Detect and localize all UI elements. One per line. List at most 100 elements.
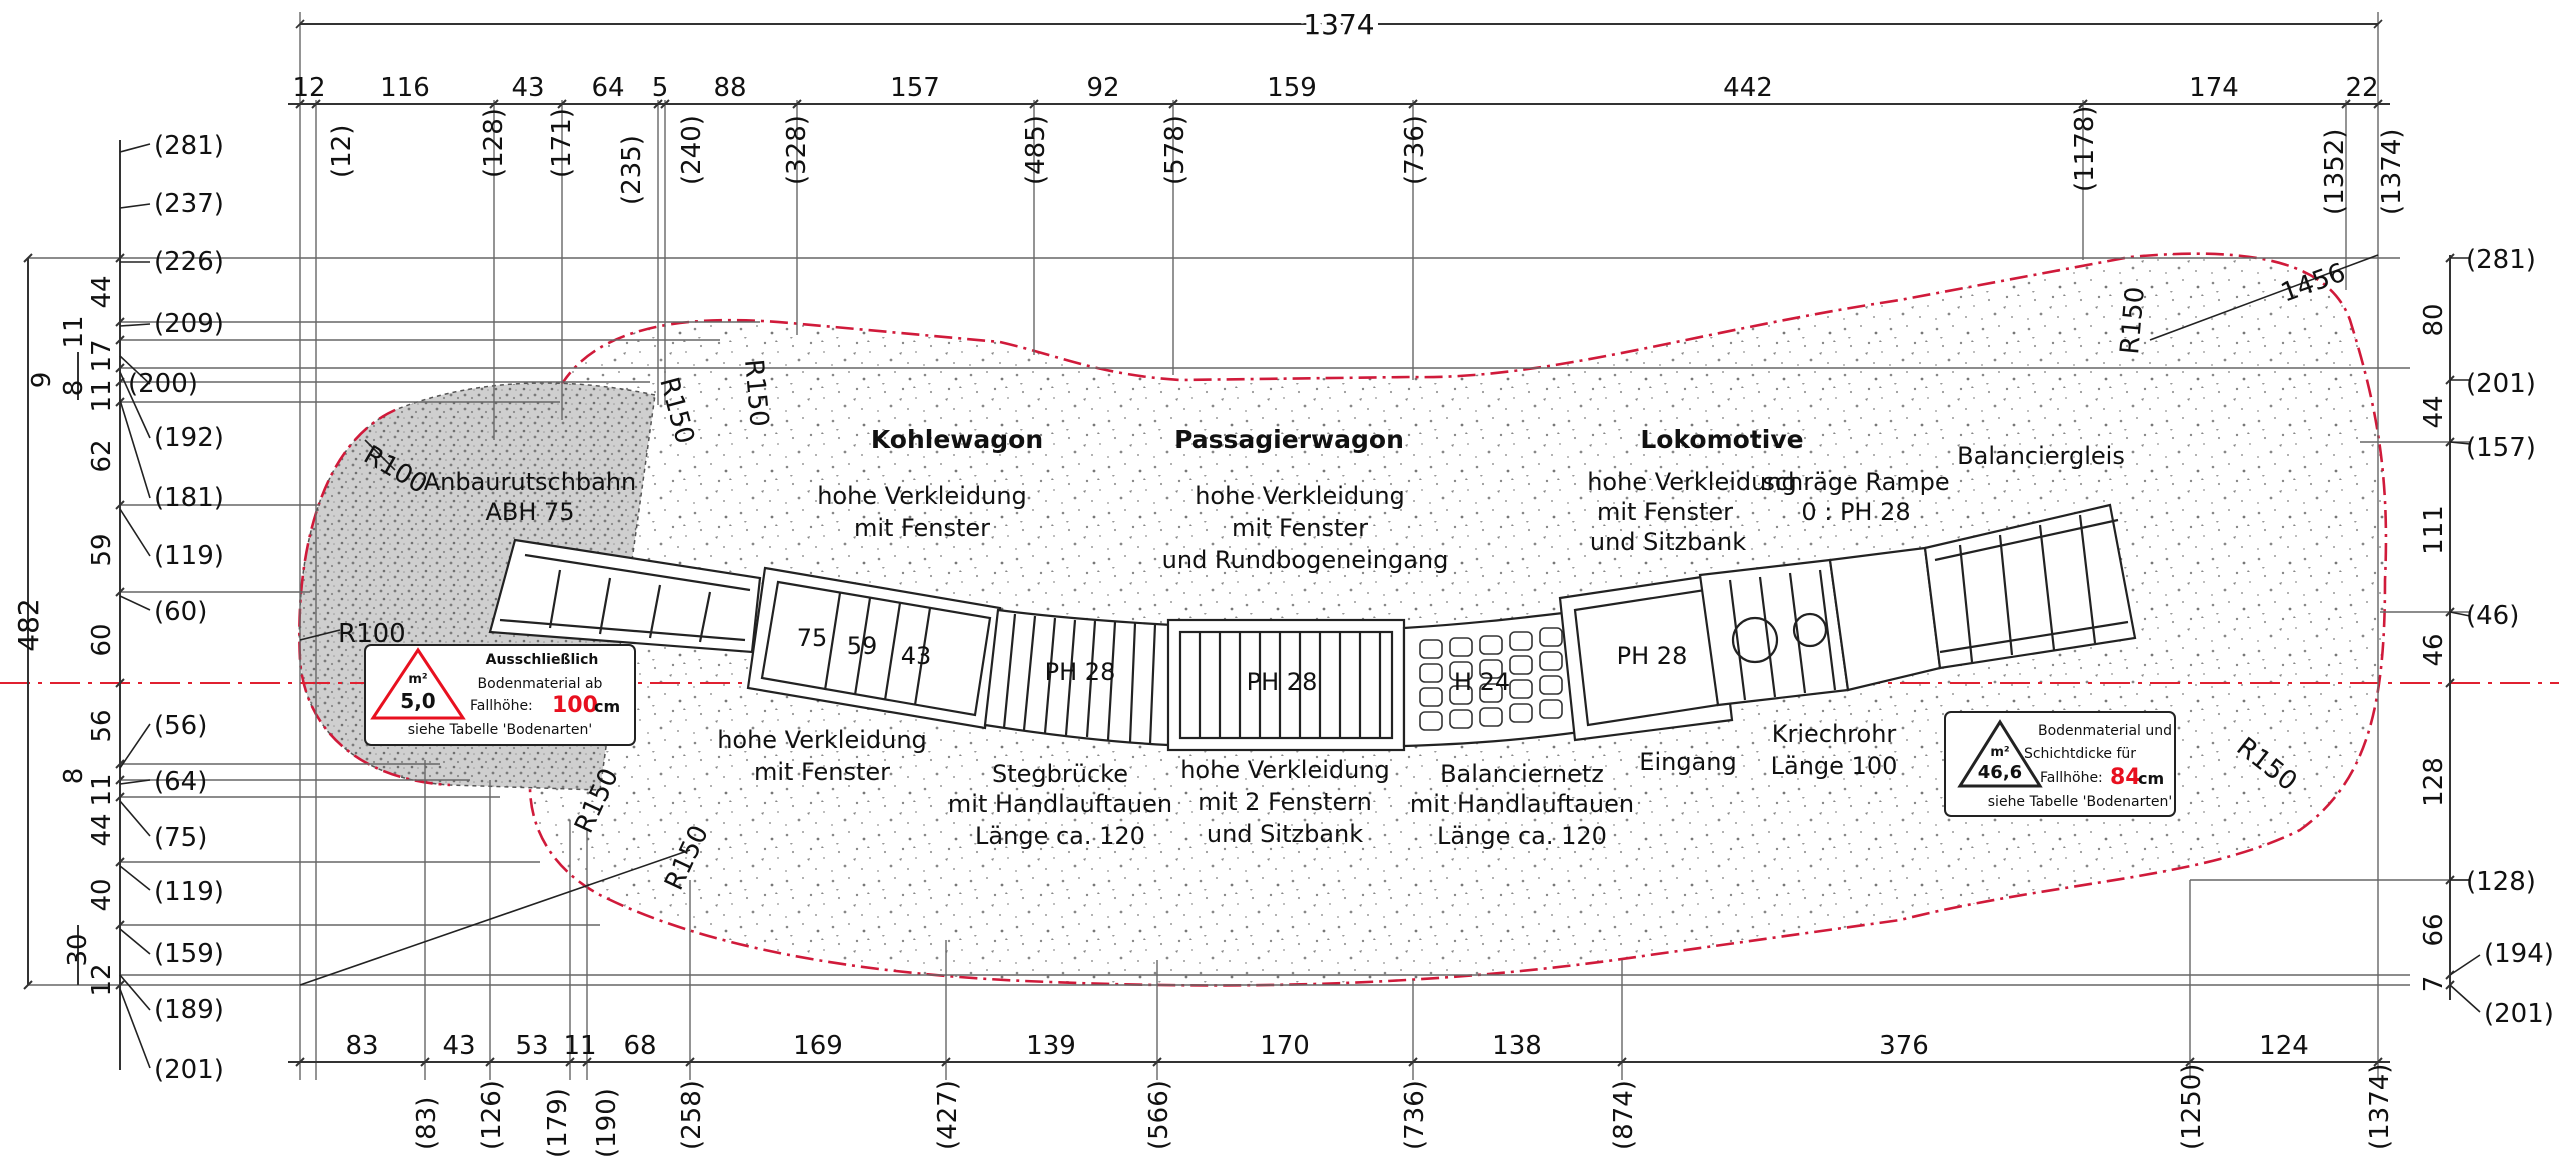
left-dimension-outer: 9 30	[27, 352, 93, 985]
dim-right-66: 66	[2419, 913, 2449, 946]
label-slide-43: 43	[901, 642, 932, 670]
lstation-192: (192)	[154, 423, 224, 453]
label-ph28-c: PH 28	[1617, 642, 1688, 670]
lstation-60: (60)	[154, 597, 207, 627]
bstation-83: (83)	[412, 1097, 442, 1150]
box-left-area-unit: m²	[408, 672, 427, 687]
label-steg-1: Stegbrücke	[992, 760, 1128, 788]
bottom-dimension-chain: 83 43 53 11 68 169 139 170 138 376 124	[288, 1031, 2390, 1067]
box-right-line3: Fallhöhe:	[2040, 770, 2103, 786]
slide	[488, 538, 762, 654]
fall-height-triangle-icon-right	[1957, 719, 2043, 788]
dim-seg-88: 88	[713, 73, 746, 103]
locomotive	[1558, 558, 1850, 742]
rstation-46: (46)	[2466, 601, 2519, 631]
dim-seg-5: 5	[652, 73, 669, 103]
dim-bottom-53: 53	[515, 1031, 548, 1061]
dim-seg-43: 43	[511, 73, 544, 103]
dim-left-12: 12	[87, 963, 117, 996]
station-1374: (1374)	[2377, 129, 2407, 215]
label-lok-3: und Sitzbank	[1590, 528, 1746, 556]
label-slide-75: 75	[797, 624, 828, 652]
dim-seg-159: 159	[1267, 73, 1317, 103]
station-171: (171)	[547, 108, 577, 178]
station-1178: (1178)	[2070, 106, 2100, 192]
lstation-201: (201)	[154, 1055, 224, 1085]
dim-left-11b: 11	[87, 379, 117, 412]
label-netz-1: Balanciernetz	[1440, 760, 1604, 788]
station-328: (328)	[782, 115, 812, 185]
label-ph28-a: PH 28	[1045, 658, 1116, 686]
rstation-201b: (201)	[2484, 999, 2554, 1029]
label-passagier-1: hohe Verkleidung	[1195, 482, 1405, 510]
lstation-200: (200)	[128, 369, 198, 399]
label-below-pass-3: und Sitzbank	[1207, 820, 1363, 848]
safety-zone-main	[528, 252, 2388, 987]
coal-wagon	[746, 566, 1002, 730]
bstation-566: (566)	[1144, 1080, 1174, 1150]
label-anbau-1: Anbaurutschbahn	[424, 468, 637, 496]
box-right-unit: cm	[2138, 769, 2164, 788]
box-right-line1: Bodenmaterial und	[2038, 723, 2172, 739]
bstation-126: (126)	[477, 1080, 507, 1150]
station-240: (240)	[677, 115, 707, 185]
label-kohle-1: hohe Verkleidung	[817, 482, 1027, 510]
bstation-258: (258)	[677, 1080, 707, 1150]
right-dimension-chain: 80 44 111 46 128 66 7 (281) (201) (157) …	[2419, 245, 2554, 1029]
balance-track	[1828, 503, 2137, 692]
label-passagier-title: Passagierwagon	[1174, 425, 1404, 454]
dim-left-62: 62	[87, 439, 117, 472]
label-passagier-2: mit Fenster	[1232, 514, 1368, 542]
box-right-line2: Schichtdicke für	[2024, 746, 2136, 762]
equipment-labels: Anbaurutschbahn ABH 75 Kohlewagon hohe V…	[424, 425, 2125, 850]
top-dimension-chain: 12 116 43 64 5 88 157 92 159 442 174 22	[288, 73, 2390, 109]
dim-right-44: 44	[2419, 395, 2449, 428]
dim-left-9: 9	[27, 372, 57, 389]
bstation-179: (179)	[543, 1088, 573, 1158]
dim-seg-92: 92	[1086, 73, 1119, 103]
dim-bottom-170: 170	[1260, 1031, 1310, 1061]
left-dimension-chain: 44 11 17 8 11 62 59 60 56 8 11 44 40 12 …	[59, 131, 224, 1085]
dim-bottom-169: 169	[793, 1031, 843, 1061]
dim-bottom-83: 83	[345, 1031, 378, 1061]
box-left-footer: siehe Tabelle 'Bodenarten'	[408, 722, 592, 738]
label-rampe-2: 0 : PH 28	[1801, 498, 1910, 526]
lstation-64: (64)	[154, 767, 207, 797]
lstation-119: (119)	[154, 541, 224, 571]
lstation-75: (75)	[154, 823, 207, 853]
dim-left-11c: 11	[87, 773, 117, 806]
dim-right-128: 128	[2419, 757, 2449, 807]
station-235: (235)	[617, 135, 647, 205]
bstation-736: (736)	[1400, 1080, 1430, 1150]
station-12: (12)	[327, 125, 357, 178]
bstation-427: (427)	[933, 1080, 963, 1150]
rstation-281: (281)	[2466, 245, 2536, 275]
rstation-157: (157)	[2466, 433, 2536, 463]
rstation-128: (128)	[2466, 867, 2536, 897]
dim-seg-22: 22	[2345, 73, 2378, 103]
dim-left-59: 59	[87, 533, 117, 566]
dim-left-44b: 44	[87, 813, 117, 846]
station-128: (128)	[479, 108, 509, 178]
dim-left-11a: 11	[59, 315, 89, 348]
label-balanciergleis: Balanciergleis	[1957, 442, 2125, 470]
radius-r150-b: R150	[738, 358, 774, 428]
rstation-201: (201)	[2466, 369, 2536, 399]
dim-right-46: 46	[2419, 633, 2449, 666]
label-netz-3: Länge ca. 120	[1437, 822, 1607, 850]
top-station-labels: (12) (128) (171) (235) (240) (328) (485)…	[327, 106, 2407, 215]
label-eingang: Eingang	[1639, 748, 1736, 776]
dim-left-30: 30	[63, 933, 93, 966]
fall-height-triangle-icon	[370, 647, 466, 720]
box-left-unit: cm	[594, 697, 620, 716]
label-below-kohle-1: hohe Verkleidung	[717, 726, 927, 754]
label-below-pass-2: mit 2 Fenstern	[1198, 788, 1372, 816]
station-736: (736)	[1400, 115, 1430, 185]
bstation-874: (874)	[1609, 1080, 1639, 1150]
top-dimension-overall: 1374	[295, 3, 2383, 46]
box-left-line2: Fallhöhe:	[470, 698, 533, 714]
lstation-209: (209)	[154, 309, 224, 339]
lstation-281: (281)	[154, 131, 224, 161]
dim-seg-442: 442	[1723, 73, 1773, 103]
